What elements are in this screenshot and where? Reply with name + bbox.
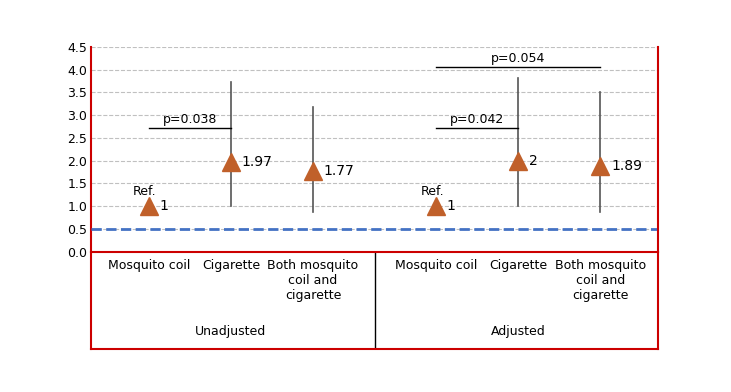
Text: p=0.042: p=0.042 xyxy=(450,113,504,126)
Text: Mosquito coil: Mosquito coil xyxy=(107,259,190,272)
Text: 1: 1 xyxy=(447,199,455,213)
Text: 1.77: 1.77 xyxy=(324,164,355,178)
Text: Cigarette: Cigarette xyxy=(489,259,548,272)
Text: Ref.: Ref. xyxy=(133,185,156,198)
Text: Ref.: Ref. xyxy=(420,185,444,198)
Text: Cigarette: Cigarette xyxy=(202,259,260,272)
Text: Mosquito coil: Mosquito coil xyxy=(395,259,477,272)
Text: p=0.054: p=0.054 xyxy=(491,52,545,65)
Text: 2: 2 xyxy=(529,154,538,168)
Text: Adjusted: Adjusted xyxy=(491,325,546,338)
Text: Unadjusted: Unadjusted xyxy=(195,325,267,338)
Text: 1: 1 xyxy=(159,199,168,213)
Text: 1.89: 1.89 xyxy=(611,159,642,172)
Text: Both mosquito
coil and
cigarette: Both mosquito coil and cigarette xyxy=(555,259,646,302)
Text: Both mosquito
coil and
cigarette: Both mosquito coil and cigarette xyxy=(268,259,359,302)
Text: p=0.038: p=0.038 xyxy=(163,113,217,126)
Text: 1.97: 1.97 xyxy=(242,155,273,169)
